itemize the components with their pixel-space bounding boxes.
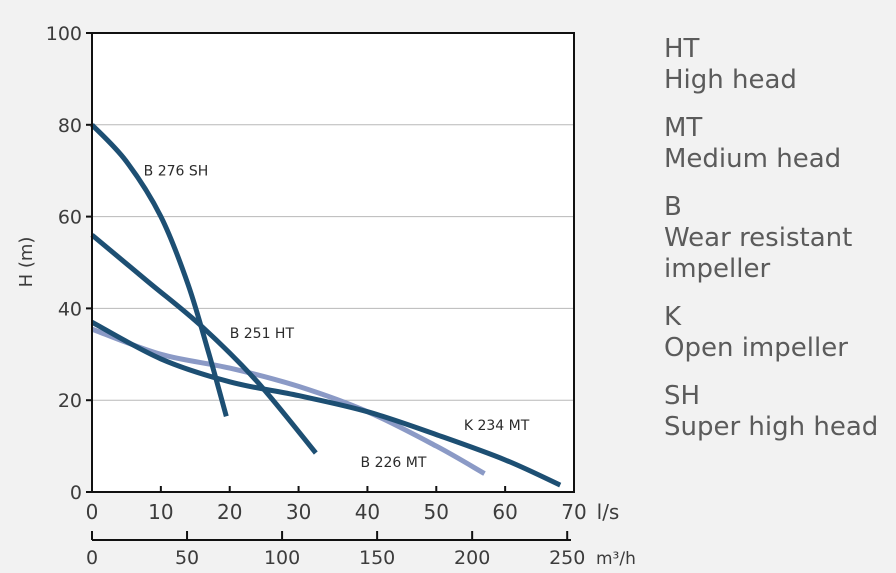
legend-entry-ht: HT High head — [664, 34, 896, 96]
series-label: K 234 MT — [464, 418, 530, 434]
x2-tick-label: 250 — [549, 547, 585, 569]
x2-tick-label: 100 — [264, 547, 300, 569]
y-tick-label: 40 — [58, 298, 82, 320]
legend-entry-b: B Wear resistant impeller — [664, 192, 896, 285]
gridlines — [92, 124, 574, 401]
x2-tick-label: 0 — [86, 547, 98, 569]
x2-axis-unit-label: m³/h — [596, 549, 636, 569]
legend-panel: HT High head MT Medium head B Wear resis… — [664, 34, 896, 460]
legend-entry-k: K Open impeller — [664, 302, 896, 364]
legend-code: MT — [664, 113, 703, 143]
series-lines: B 276 SH B 251 HT K 234 MT B 226 MT — [90, 123, 562, 488]
x2-tick-label: 200 — [454, 547, 490, 569]
x-tick-label: 0 — [86, 500, 99, 524]
axis-ticks: 0 20 40 60 80 100 0 10 20 30 40 50 60 70 — [46, 23, 587, 524]
series-label: B 226 MT — [361, 455, 427, 471]
x-tick-label: 60 — [492, 500, 517, 524]
series-label: B 276 SH — [144, 163, 209, 179]
x-tick-label: 10 — [148, 500, 173, 524]
series-line — [90, 319, 562, 488]
y-axis-label: H (m) — [16, 237, 37, 288]
legend-entry-mt: MT Medium head — [664, 113, 896, 175]
x-tick-label: 30 — [286, 500, 311, 524]
legend-code: K — [664, 302, 682, 332]
y-tick-label: 20 — [58, 390, 82, 412]
x-axis-unit-label: l/s — [597, 500, 620, 524]
y-tick-label: 0 — [70, 482, 82, 504]
x-tick-label: 40 — [355, 500, 380, 524]
secondary-x-axis: 0 50 100 150 200 250 — [86, 531, 585, 569]
legend-description: Wear resistant impeller — [664, 223, 853, 284]
legend-code: SH — [664, 381, 701, 411]
legend-description: Super high head — [664, 412, 879, 442]
x2-tick-label: 150 — [359, 547, 395, 569]
x2-tick-label: 50 — [175, 547, 199, 569]
legend-code: HT — [664, 34, 700, 64]
plot-frame — [91, 32, 575, 493]
legend-description: Open impeller — [664, 333, 848, 363]
y-tick-label: 100 — [46, 23, 82, 45]
series-line — [91, 326, 486, 476]
y-tick-label: 60 — [58, 207, 82, 229]
series-line — [90, 233, 318, 455]
x-tick-label: 50 — [424, 500, 449, 524]
y-tick-label: 80 — [58, 115, 82, 137]
legend-description: Medium head — [664, 144, 842, 174]
series-line — [90, 123, 229, 417]
plot-area — [92, 33, 574, 492]
legend-description: High head — [664, 65, 797, 95]
series-label: B 251 HT — [230, 326, 295, 342]
legend-code: B — [664, 192, 682, 222]
x-tick-label: 20 — [217, 500, 242, 524]
x-tick-label: 70 — [561, 500, 586, 524]
legend-entry-sh: SH Super high head — [664, 381, 896, 443]
